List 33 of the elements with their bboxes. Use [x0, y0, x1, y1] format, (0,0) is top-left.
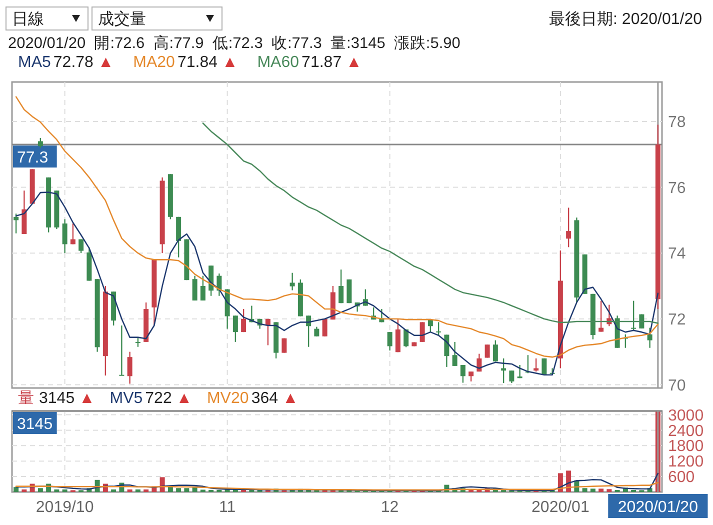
x-tick-label: 2020/01: [532, 499, 590, 516]
text: 364 ▲: [251, 390, 298, 407]
text: 72.78 ▲: [53, 54, 114, 71]
text: 722 ▲: [145, 390, 192, 407]
x-tick-label: 12: [380, 499, 399, 516]
text: 量: [18, 390, 34, 407]
y-tick-label: 1800: [668, 438, 704, 456]
y-tick-label: 600: [668, 469, 695, 486]
x-tick-label: 2020/01/20: [618, 499, 698, 516]
text: 3145 ▲: [39, 390, 95, 407]
y-tick-label: 1200: [668, 454, 704, 471]
text: MA5: [18, 54, 51, 71]
text: MV20: [206, 390, 249, 407]
x-tick-label: 2019/10: [36, 499, 94, 516]
text: MV5: [110, 390, 143, 407]
text: MA60: [257, 54, 300, 71]
text: 71.84 ▲: [177, 54, 238, 71]
y-tick-label: 78: [668, 114, 686, 132]
y-tick-label: 74: [668, 246, 686, 263]
x-tick-label: 11: [219, 499, 236, 516]
text: 最後日期: 2020/01/20: [549, 10, 702, 28]
y-tick-label: 2400: [668, 422, 704, 440]
y-tick-label: 3000: [668, 407, 704, 424]
text: 2020/01/20 開:72.6 高:77.9 低:72.3 收:77.3 量:3145 漲跌:5.90: [8, 34, 461, 52]
text: 71.87 ▲: [302, 54, 362, 71]
y-tick-label: 70: [668, 377, 686, 394]
text: MA20: [133, 54, 176, 71]
ref-line-label: 3145: [17, 416, 53, 433]
text: 成交量: [98, 10, 146, 28]
text: 日線: [12, 11, 44, 28]
y-tick-label: 76: [668, 180, 686, 197]
ref-line-label: 77.3: [17, 150, 48, 167]
y-tick-label: 72: [668, 312, 686, 329]
